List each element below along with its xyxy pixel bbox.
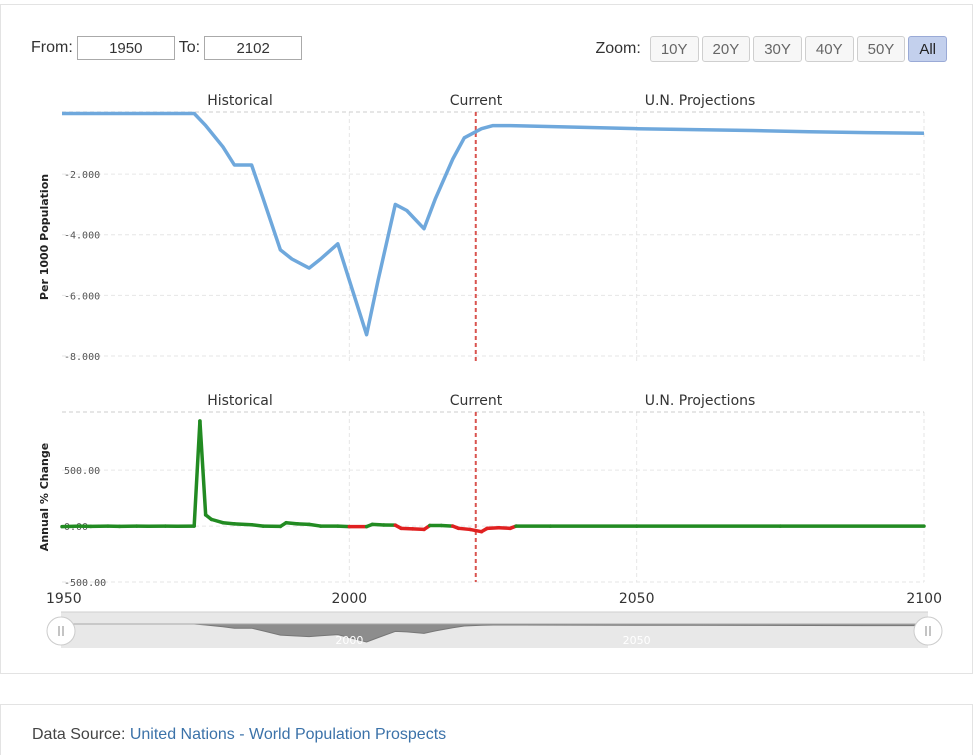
handle-circle[interactable] xyxy=(47,617,75,645)
series-segment xyxy=(200,421,206,515)
series-segment xyxy=(211,519,222,522)
y-tick-label: 500.00 xyxy=(64,466,100,477)
x-tick-label: 2100 xyxy=(906,591,942,607)
y-tick-label: -500.00 xyxy=(64,578,106,589)
region-label: Current xyxy=(450,393,503,409)
navigator-right-handle[interactable] xyxy=(914,617,942,645)
range-navigator[interactable]: 2000 2050 xyxy=(47,612,942,648)
navigator-left-handle[interactable] xyxy=(47,617,75,645)
data-source-link[interactable]: United Nations - World Population Prospe… xyxy=(130,726,446,743)
region-label: Historical xyxy=(207,393,273,409)
navigator-track[interactable] xyxy=(61,612,928,648)
navigator-tick-label: 2050 xyxy=(623,634,651,647)
y-tick-label: -4.000 xyxy=(64,231,100,242)
y-tick-label: -6.000 xyxy=(64,291,100,302)
data-source-text: Data Source: United Nations - World Popu… xyxy=(32,726,446,744)
series-segment xyxy=(234,524,251,525)
navigator-tick-label: 2000 xyxy=(335,634,363,647)
handle-circle[interactable] xyxy=(914,617,942,645)
series-segment xyxy=(194,421,200,526)
x-tick-label: 1950 xyxy=(46,591,82,607)
series-line xyxy=(62,114,924,335)
y-axis-label: Annual % Change xyxy=(38,443,51,551)
population-rate-charts: -2.000 -4.000 -6.000 -8.000 Historical Curren… xyxy=(0,0,973,700)
y-tick-label: -8.000 xyxy=(64,352,100,363)
data-source-panel: Data Source: United Nations - World Popu… xyxy=(0,704,973,755)
region-label: Current xyxy=(450,93,503,109)
chart-rate: -2.000 -4.000 -6.000 -8.000 Historical Curren… xyxy=(38,93,924,363)
y-tick-label: -2.000 xyxy=(64,170,100,181)
region-label: U.N. Projections xyxy=(645,393,756,409)
region-label: Historical xyxy=(207,93,273,109)
x-tick-label: 2050 xyxy=(619,591,655,607)
y-axis-label: Per 1000 Population xyxy=(38,174,51,300)
data-source-label: Data Source: xyxy=(32,726,125,743)
series-segment xyxy=(62,526,79,527)
region-label: U.N. Projections xyxy=(645,93,756,109)
x-tick-label: 2000 xyxy=(332,591,368,607)
